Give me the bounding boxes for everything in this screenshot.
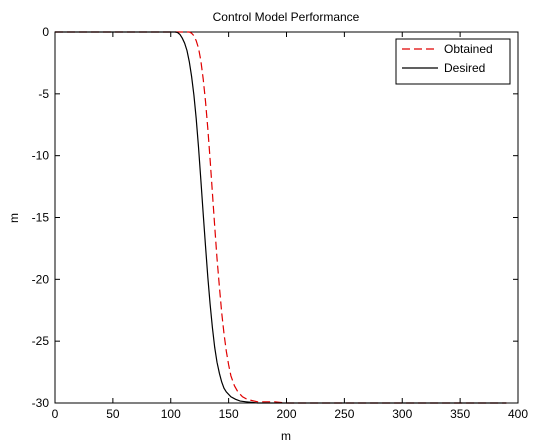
x-tick-label: 50 bbox=[106, 407, 120, 421]
plot-frame bbox=[54, 31, 519, 404]
legend-label-obtained: Obtained bbox=[444, 42, 493, 56]
legend: Obtained Desired bbox=[395, 38, 511, 85]
legend-box bbox=[395, 38, 511, 85]
x-tick-label: 150 bbox=[219, 407, 239, 421]
chart-title: Control Model Performance bbox=[213, 10, 360, 24]
legend-label-desired: Desired bbox=[444, 61, 485, 75]
y-tick-label: -5 bbox=[38, 87, 49, 101]
x-tick-label: 400 bbox=[508, 407, 528, 421]
y-axis-label: m bbox=[7, 213, 21, 223]
x-tick-label: 100 bbox=[161, 407, 181, 421]
y-tick-label: -20 bbox=[32, 272, 50, 286]
x-tick-label: 250 bbox=[334, 407, 354, 421]
y-tick-label: -10 bbox=[32, 149, 50, 163]
x-tick-label: 350 bbox=[450, 407, 470, 421]
x-axis-label: m bbox=[281, 429, 291, 443]
y-tick-label: 0 bbox=[42, 25, 49, 39]
x-tick-label: 300 bbox=[392, 407, 412, 421]
x-tick-label: 200 bbox=[276, 407, 296, 421]
y-tick-label: -30 bbox=[32, 396, 50, 410]
y-tick-label: -15 bbox=[32, 211, 50, 225]
y-tick-label: -25 bbox=[32, 334, 50, 348]
series-line-obtained bbox=[55, 31, 507, 404]
x-tick-label: 0 bbox=[52, 407, 59, 421]
series-line-desired bbox=[55, 31, 507, 404]
plot-area: 0 50 100 150 200 250 300 350 400 0 -5 -10 -15 -20 -25 -… bbox=[32, 25, 529, 421]
